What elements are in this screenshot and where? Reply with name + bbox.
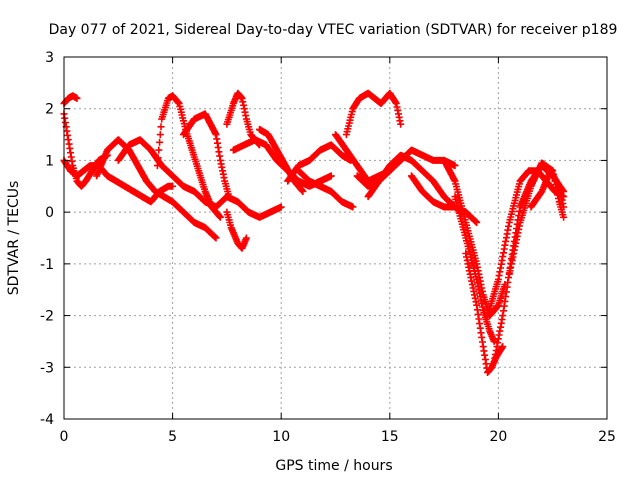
- x-tick-label: 5: [168, 429, 177, 445]
- x-tick-label: 0: [60, 429, 69, 445]
- y-tick-label: 2: [45, 102, 54, 118]
- series-track-17: [353, 146, 459, 190]
- marker-plus-group: [180, 110, 233, 201]
- y-tick-label: -1: [40, 257, 54, 273]
- marker-plus-group: [223, 208, 250, 252]
- marker-plus-group: [93, 136, 220, 242]
- x-axis-ticks: 0 5 10 15 20 25: [60, 57, 616, 445]
- series-track-3: [60, 110, 111, 190]
- series-track-14: [295, 167, 357, 211]
- marker-plus-group: [505, 159, 568, 278]
- series-track-20: [440, 156, 509, 320]
- x-axis-label: GPS time / hours: [275, 458, 392, 474]
- y-tick-label: 0: [45, 205, 54, 221]
- y-axis-ticks: -4 -3 -2 -1 0 1 2 3: [40, 50, 607, 428]
- y-tick-label: 3: [45, 50, 54, 66]
- y-axis-label: SDTVAR / TECUs: [6, 181, 22, 296]
- y-tick-label: 1: [45, 153, 54, 169]
- series-track-10: [223, 208, 250, 252]
- marker-plus-group: [60, 110, 111, 190]
- y-tick-label: -4: [40, 412, 54, 428]
- series-track-8: [201, 193, 285, 221]
- marker-plus-group: [527, 167, 568, 211]
- series-track-13: [284, 141, 355, 185]
- grid-lines: [64, 57, 607, 419]
- marker-plus-group: [153, 92, 224, 221]
- series-track-26: [527, 167, 568, 211]
- marker-plus-group: [284, 141, 355, 185]
- marker-plus-group: [201, 193, 285, 221]
- x-tick-label: 25: [598, 429, 616, 445]
- marker-plus-group: [256, 125, 307, 195]
- series-track-21: [451, 193, 498, 345]
- marker-plus-group: [451, 193, 498, 345]
- series-track-25: [505, 159, 568, 278]
- y-tick-label: -2: [40, 309, 54, 325]
- series-track-15: [342, 89, 405, 139]
- series-track-4: [93, 136, 220, 242]
- y-tick-label: -3: [40, 360, 54, 376]
- data-points: [60, 89, 568, 376]
- x-tick-label: 10: [272, 429, 290, 445]
- series-track-12: [256, 125, 307, 195]
- marker-plus-group: [440, 156, 509, 320]
- marker-plus-group: [342, 89, 405, 139]
- marker-plus-group: [295, 167, 357, 211]
- x-tick-label: 15: [381, 429, 399, 445]
- x-tick-label: 20: [489, 429, 507, 445]
- plot-border: [63, 56, 608, 420]
- series-track-7: [180, 110, 233, 201]
- marker-plus-group: [353, 146, 459, 190]
- series-track-6: [153, 92, 224, 221]
- chart-title: Day 077 of 2021, Sidereal Day-to-day VTE…: [49, 22, 618, 38]
